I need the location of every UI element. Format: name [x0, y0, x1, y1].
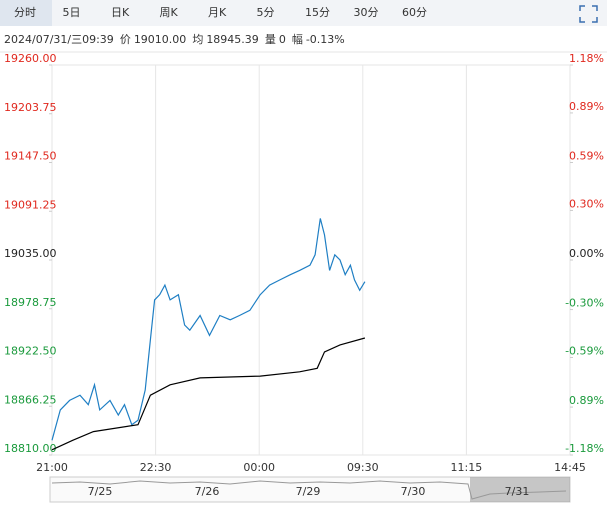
tab[interactable]: 周K	[160, 6, 179, 19]
y2-tick-label: 1.18%	[569, 52, 604, 65]
y2-tick-label: -0.59%	[565, 345, 604, 358]
navigator-label: 7/30	[401, 485, 426, 498]
tab-bar	[0, 0, 607, 26]
tab[interactable]: 月K	[208, 6, 227, 19]
x-tick-label: 22:30	[140, 461, 172, 474]
y-tick-label: 18810.00	[4, 442, 57, 455]
navigator-label: 7/26	[195, 485, 220, 498]
x-tick-label: 09:30	[347, 461, 379, 474]
y2-tick-label: -0.30%	[565, 297, 604, 310]
info-time: 2024/07/31/三09:39	[4, 33, 114, 46]
x-tick-label: 11:15	[451, 461, 483, 474]
y2-tick-label: 0.89%	[569, 394, 604, 407]
tab[interactable]: 30分	[354, 6, 379, 19]
info-label: 均	[192, 33, 203, 46]
info-label: 幅	[292, 33, 303, 46]
tab[interactable]: 5日	[63, 6, 81, 19]
info-value: 19010.00	[134, 33, 187, 46]
y2-tick-label: 0.00%	[569, 247, 604, 260]
navigator-label: 7/25	[88, 485, 113, 498]
tab[interactable]: 分时	[14, 6, 36, 19]
tab[interactable]: 5分	[257, 6, 275, 19]
y-tick-label: 18922.50	[4, 345, 57, 358]
x-tick-label: 21:00	[36, 461, 68, 474]
series-line	[51, 337, 366, 451]
fullscreen-icon[interactable]	[579, 5, 598, 23]
series-line	[51, 218, 366, 441]
y-tick-label: 19035.00	[4, 247, 57, 260]
info-value: 0	[279, 33, 286, 46]
info-value: 18945.39	[206, 33, 259, 46]
y-tick-label: 19203.75	[4, 101, 57, 114]
info-label: 量	[265, 33, 276, 46]
navigator-label: 7/31	[505, 485, 530, 498]
x-tick-label: 00:00	[243, 461, 275, 474]
y-tick-label: 19147.50	[4, 150, 57, 163]
info-label: 价	[120, 33, 131, 46]
y-tick-label: 19091.25	[4, 198, 57, 211]
y2-tick-label: -1.18%	[565, 442, 604, 455]
active-tab	[0, 0, 52, 26]
plot-frame	[51, 64, 571, 456]
x-tick-label: 14:45	[554, 461, 586, 474]
navigator-label: 7/29	[296, 485, 321, 498]
y-tick-label: 18866.25	[4, 393, 57, 406]
y2-tick-label: 0.89%	[569, 100, 604, 113]
y-tick-label: 18978.75	[4, 296, 57, 309]
tab[interactable]: 60分	[402, 6, 427, 19]
info-value: -0.13%	[306, 33, 345, 46]
y2-tick-label: 0.30%	[569, 197, 604, 210]
y-tick-label: 19260.00	[4, 52, 57, 65]
tab[interactable]: 日K	[111, 6, 130, 19]
navigator-window[interactable]	[470, 477, 570, 502]
tab[interactable]: 15分	[305, 6, 330, 19]
y2-tick-label: 0.59%	[569, 150, 604, 163]
navigator-line	[51, 480, 567, 500]
